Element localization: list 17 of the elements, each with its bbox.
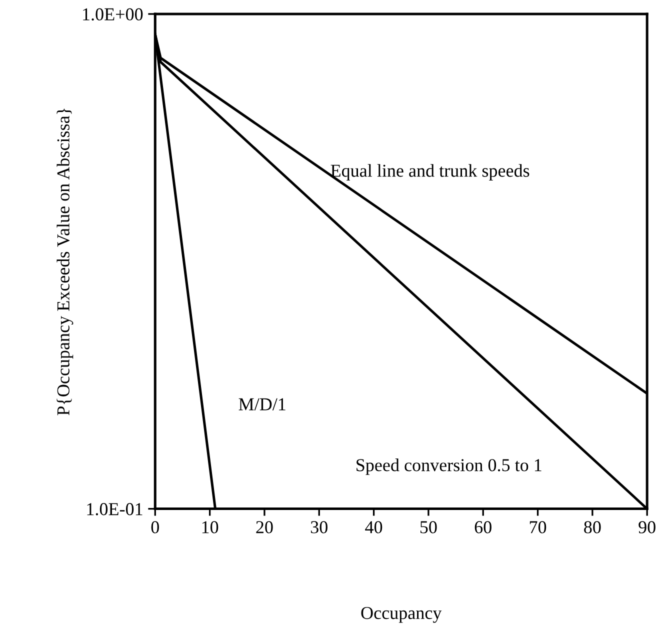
x-tick-label: 60 — [474, 521, 492, 534]
x-tick-label: 30 — [310, 521, 328, 534]
x-tick-label: 50 — [420, 521, 437, 534]
x-tick-label: 40 — [365, 521, 382, 534]
x-tick-label: 70 — [530, 521, 546, 534]
y-tick-label: 1.0E-01 — [87, 503, 142, 516]
x-axis-title: Occupancy — [361, 606, 442, 623]
y-tick-label: 1.0E+00 — [83, 8, 143, 21]
x-tick-label: 20 — [256, 521, 273, 534]
series-label: Equal line and trunk speeds — [330, 164, 530, 181]
series-label: Speed conversion 0.5 to 1 — [356, 458, 542, 475]
x-tick-label: 90 — [638, 521, 656, 534]
x-tick-label: 10 — [202, 521, 218, 534]
y-axis-title: P{Occupancy Exceeds Value on Abscissa} — [56, 108, 74, 416]
x-tick-label: 80 — [584, 521, 601, 534]
series-label: M/D/1 — [238, 398, 286, 410]
x-tick-label: 0 — [151, 521, 159, 534]
